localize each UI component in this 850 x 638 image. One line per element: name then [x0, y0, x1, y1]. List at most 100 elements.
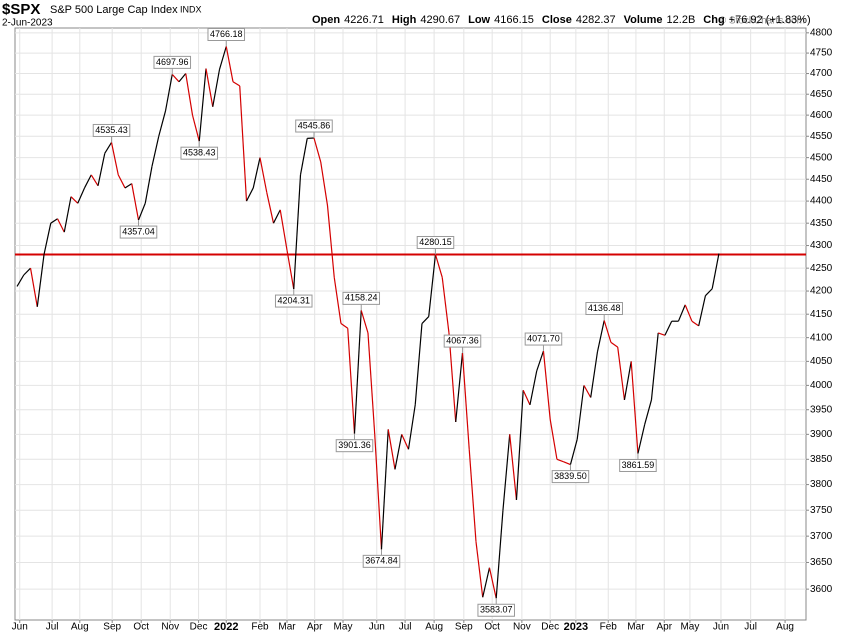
x-tick-label: Mar — [627, 622, 645, 633]
price-segment — [334, 277, 341, 323]
price-segment — [624, 361, 631, 400]
y-tick-label: 4350 — [810, 218, 833, 229]
quote-label: Volume — [624, 14, 663, 26]
price-segment — [388, 429, 395, 469]
price-segment — [651, 333, 658, 400]
annotation-label: 4067.36 — [446, 335, 479, 345]
price-segment — [611, 342, 618, 347]
price-segment — [219, 47, 226, 70]
x-tick-label: Jun — [12, 622, 28, 633]
quote-label: Low — [468, 14, 490, 26]
price-segment — [253, 158, 260, 188]
price-segment — [442, 277, 449, 333]
price-segment — [125, 184, 132, 188]
annotation-label: 3583.07 — [480, 605, 513, 615]
price-segment — [166, 74, 173, 111]
x-tick-label: Jul — [744, 622, 757, 633]
price-segment — [705, 289, 712, 296]
price-segment — [456, 353, 463, 422]
y-tick-label: 4150 — [810, 309, 833, 320]
x-tick-label: May — [334, 622, 353, 633]
price-segment — [139, 203, 146, 220]
price-segment — [489, 568, 496, 598]
price-segment — [597, 321, 604, 352]
annotation-label: 3861.59 — [622, 460, 655, 470]
annotation-label: 4071.70 — [527, 333, 560, 343]
annotation-label: 4766.18 — [210, 29, 243, 39]
price-segment — [699, 296, 706, 326]
x-tick-label: Oct — [484, 622, 500, 633]
price-segment — [132, 184, 139, 220]
price-segment — [287, 250, 294, 289]
price-segment — [105, 142, 112, 153]
price-segment — [91, 175, 98, 186]
y-tick-label: 4100 — [810, 332, 833, 343]
y-tick-label: 3650 — [810, 557, 833, 568]
price-segment — [422, 317, 429, 324]
price-segment — [564, 462, 571, 465]
y-tick-label: 4650 — [810, 89, 833, 100]
y-tick-label: 4450 — [810, 174, 833, 185]
price-segment — [64, 197, 71, 232]
price-segment — [469, 449, 476, 541]
price-segment — [85, 175, 92, 188]
price-segment — [692, 321, 699, 326]
price-segment — [233, 82, 240, 86]
x-tick-label: May — [680, 622, 699, 633]
price-segment — [226, 47, 233, 82]
annotation-label: 3839.50 — [554, 471, 587, 481]
y-tick-label: 3950 — [810, 404, 833, 415]
price-segment — [618, 347, 625, 400]
price-segment — [98, 153, 105, 185]
price-segment — [483, 568, 490, 597]
price-segment — [321, 162, 328, 206]
y-tick-label: 4400 — [810, 196, 833, 207]
annotation-label: 3901.36 — [338, 440, 371, 450]
y-tick-label: 4750 — [810, 48, 833, 59]
price-segment — [260, 158, 267, 193]
price-segment — [510, 434, 517, 500]
price-segment — [179, 74, 186, 82]
x-tick-label: Dec — [541, 622, 559, 633]
price-segment — [550, 420, 557, 460]
price-segment — [267, 192, 274, 223]
price-segment — [577, 385, 584, 439]
price-segment — [58, 219, 65, 232]
exchange: INDX — [180, 4, 202, 14]
x-tick-label: Aug — [71, 622, 89, 633]
price-segment — [678, 305, 685, 321]
price-segment — [375, 434, 382, 549]
price-segment — [118, 175, 125, 188]
x-tick-label: Aug — [776, 622, 794, 633]
price-segment — [604, 321, 611, 343]
price-segment — [523, 390, 530, 405]
price-segment — [415, 324, 422, 405]
price-segment — [37, 255, 44, 307]
price-segment — [368, 333, 375, 434]
y-tick-label: 3600 — [810, 584, 833, 595]
x-tick-label: Aug — [425, 622, 443, 633]
quote-value: 12.2B — [667, 14, 696, 26]
price-segment — [685, 305, 692, 321]
price-segment — [273, 210, 280, 223]
x-tick-label: Feb — [600, 622, 618, 633]
date: 2-Jun-2023 — [2, 18, 53, 29]
symbol: $SPX — [2, 1, 40, 18]
price-segment — [300, 138, 307, 175]
quote-value: +76.92 (+1.83%) — [729, 14, 811, 26]
quote-value: 4226.71 — [344, 14, 384, 26]
x-tick-label: 2022 — [214, 621, 238, 633]
price-segment — [435, 254, 442, 277]
x-tick-label: Jul — [46, 622, 59, 633]
y-tick-label: 4000 — [810, 380, 833, 391]
annotation-label: 3674.84 — [365, 556, 398, 566]
y-tick-label: 4500 — [810, 152, 833, 163]
x-tick-label: Jun — [369, 622, 385, 633]
price-segment — [294, 175, 301, 289]
price-segment — [31, 268, 38, 307]
price-segment — [381, 429, 388, 549]
price-segment — [152, 136, 159, 166]
price-segment — [213, 69, 220, 106]
y-tick-label: 4050 — [810, 356, 833, 367]
x-tick-label: Sep — [103, 622, 121, 633]
